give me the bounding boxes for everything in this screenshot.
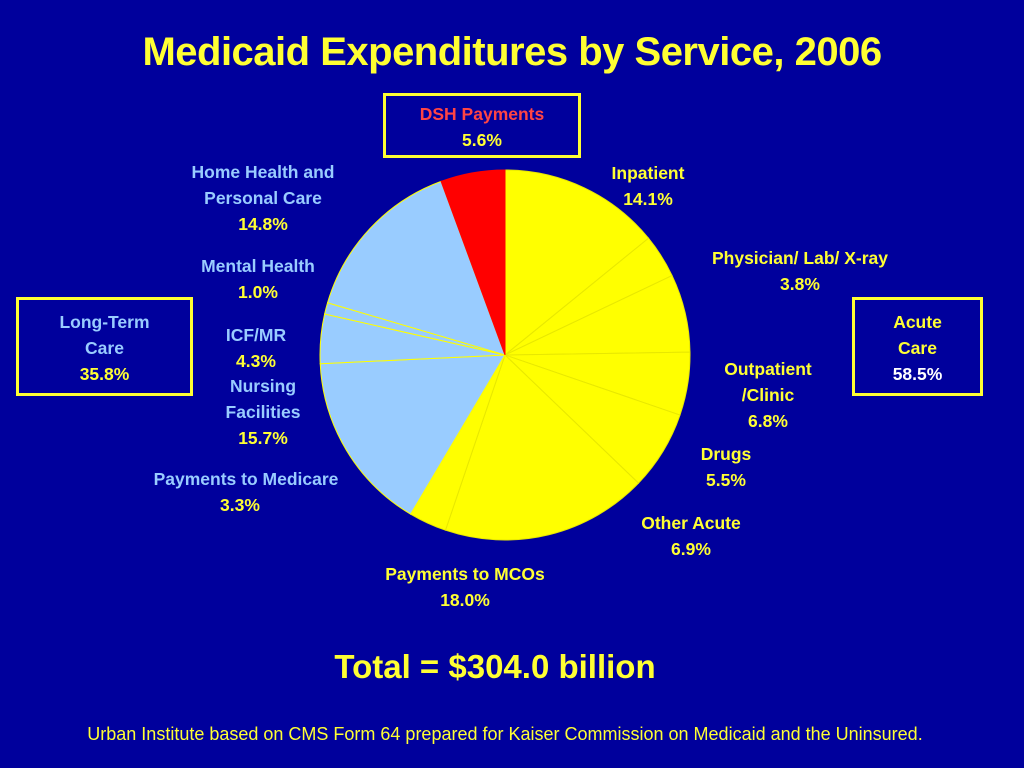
- label-home-health-name-1: Home Health and: [191, 162, 335, 182]
- label-nursing-name-2: Facilities: [225, 402, 301, 422]
- label-medicare-name: Payments to Medicare: [153, 469, 339, 489]
- dsh-label: DSH Payments: [419, 104, 545, 124]
- pie-slice-inpatient: [504, 169, 650, 357]
- acute-value: 58.5%: [892, 364, 943, 384]
- acute-care-box: Acute Care 58.5%: [852, 297, 983, 396]
- chart-title: Medicaid Expenditures by Service, 2006: [142, 30, 882, 74]
- label-drugs: Drugs 5.5%: [676, 441, 776, 493]
- label-drugs-name: Drugs: [700, 444, 752, 464]
- label-mental-health-name: Mental Health: [201, 256, 315, 276]
- label-mcos-value: 18.0%: [440, 590, 490, 610]
- pie-slice-dsh-payments: [440, 169, 506, 356]
- label-mcos: Payments to MCOs 18.0%: [355, 561, 575, 613]
- label-outpatient-name-1: Outpatient: [724, 359, 812, 379]
- label-outpatient-value: 6.8%: [748, 411, 788, 431]
- label-physician: Physician/ Lab/ X-ray 3.8%: [688, 245, 912, 297]
- pie-slice-nursing-facilities: [319, 354, 506, 515]
- label-outpatient-name-2: /Clinic: [741, 385, 795, 405]
- label-inpatient: Inpatient 14.1%: [588, 160, 708, 212]
- acute-label-line1: Acute: [893, 312, 942, 332]
- label-nursing: Nursing Facilities 15.7%: [200, 373, 326, 451]
- label-nursing-value: 15.7%: [238, 428, 288, 448]
- label-physician-value: 3.8%: [780, 274, 820, 294]
- label-inpatient-value: 14.1%: [623, 189, 673, 209]
- label-home-health: Home Health and Personal Care 14.8%: [166, 159, 360, 237]
- label-home-health-name-2: Personal Care: [204, 188, 322, 208]
- label-inpatient-name: Inpatient: [611, 163, 685, 183]
- label-medicare: Payments to Medicare 3.3%: [124, 466, 368, 518]
- label-mental-health-value: 1.0%: [238, 282, 278, 302]
- label-physician-name: Physician/ Lab/ X-ray: [711, 248, 889, 268]
- ltc-value: 35.8%: [79, 364, 130, 384]
- label-nursing-name-1: Nursing: [229, 376, 297, 396]
- label-icfmr-name: ICF/MR: [225, 325, 287, 345]
- ltc-label-line2: Care: [85, 338, 124, 358]
- label-other-acute: Other Acute 6.9%: [620, 510, 762, 562]
- pie-slice-home-health-and-personal-care: [326, 180, 506, 356]
- label-home-health-value: 14.8%: [238, 214, 288, 234]
- ltc-label-line1: Long-Term: [59, 312, 150, 332]
- label-other-acute-value: 6.9%: [671, 539, 711, 559]
- label-outpatient: Outpatient /Clinic 6.8%: [704, 356, 832, 434]
- label-mental-health: Mental Health 1.0%: [178, 253, 338, 305]
- label-icfmr-value: 4.3%: [236, 351, 276, 371]
- label-icfmr: ICF/MR 4.3%: [206, 322, 306, 374]
- label-mcos-name: Payments to MCOs: [385, 564, 545, 584]
- source-note: Urban Institute based on CMS Form 64 pre…: [87, 724, 923, 744]
- pie-slice-payments-to-mcos: [444, 354, 640, 541]
- label-other-acute-name: Other Acute: [641, 513, 741, 533]
- dsh-callout-box: DSH Payments 5.6%: [383, 93, 581, 158]
- label-drugs-value: 5.5%: [706, 470, 746, 490]
- label-medicare-value: 3.3%: [220, 495, 260, 515]
- long-term-care-box: Long-Term Care 35.8%: [16, 297, 193, 396]
- total-label: Total = $304.0 billion: [334, 648, 656, 685]
- acute-label-line2: Care: [898, 338, 937, 358]
- dsh-value: 5.6%: [462, 130, 502, 150]
